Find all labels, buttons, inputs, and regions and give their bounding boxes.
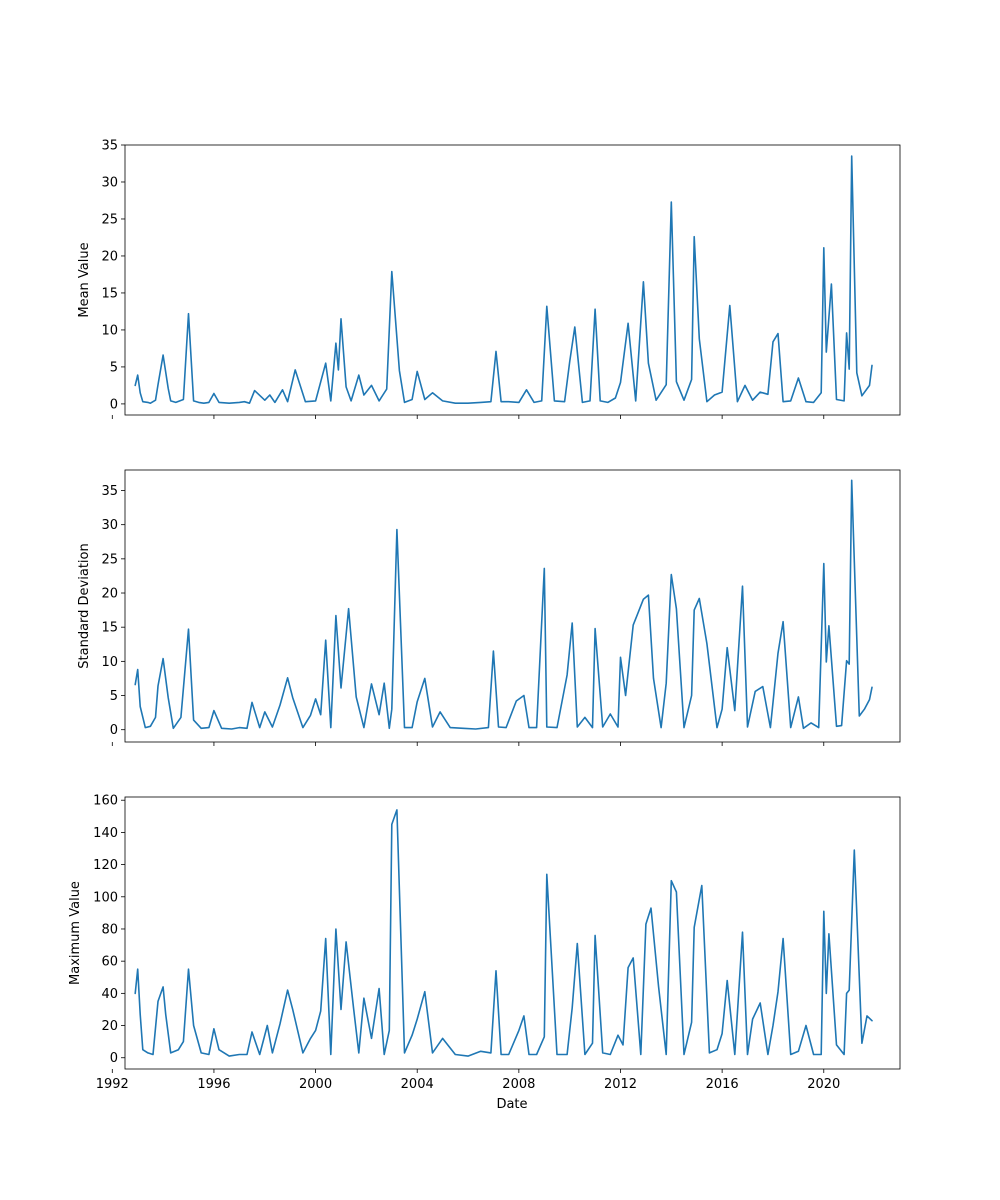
y-tick-label: 20 xyxy=(101,249,118,264)
y-tick-label: 60 xyxy=(101,955,118,970)
y-tick-label: 100 xyxy=(93,890,118,905)
y-axis-label: Maximum Value xyxy=(68,881,83,985)
x-tick-label: 2016 xyxy=(706,1077,739,1092)
x-tick-label: 2020 xyxy=(807,1077,840,1092)
x-tick-label: 2004 xyxy=(401,1077,434,1092)
axes-frame xyxy=(124,796,901,1070)
series-line xyxy=(134,155,873,405)
x-tick-label: 1996 xyxy=(197,1077,230,1092)
y-tick-label: 160 xyxy=(93,794,118,809)
y-axis-label: Mean Value xyxy=(77,242,92,317)
y-tick-label: 10 xyxy=(101,655,118,670)
y-tick-label: 0 xyxy=(110,1051,118,1066)
subplot-maximum-value: 0 20 40 60 80 100 120 140 160 1992 1996 2000 2004 20… xyxy=(68,794,901,1112)
subplot-standard-deviation: 0 5 10 15 20 25 30 35 Standard Deviation xyxy=(77,469,901,746)
y-tick-label: 35 xyxy=(101,139,118,154)
y-tick-label: 20 xyxy=(101,1019,118,1034)
y-tick-label: 120 xyxy=(93,858,118,873)
y-tick-label: 5 xyxy=(110,360,118,375)
series-line xyxy=(134,809,873,1057)
axes-frame xyxy=(124,469,901,743)
y-tick-label: 0 xyxy=(110,723,118,738)
subplot-mean-value: 0 5 10 15 20 25 30 35 Mean Value xyxy=(77,139,901,419)
y-tick-label: 30 xyxy=(101,518,118,533)
y-tick-label: 25 xyxy=(101,552,118,567)
axes-frame xyxy=(124,144,901,416)
x-tick-label: 1992 xyxy=(96,1077,129,1092)
y-tick-label: 10 xyxy=(101,323,118,338)
y-tick-label: 35 xyxy=(101,484,118,499)
y-tick-label: 140 xyxy=(93,826,118,841)
y-tick-label: 0 xyxy=(110,397,118,412)
y-tick-label: 20 xyxy=(101,587,118,602)
x-axis-label: Date xyxy=(496,1097,527,1112)
y-tick-label: 40 xyxy=(101,987,118,1002)
y-tick-label: 5 xyxy=(110,689,118,704)
y-tick-label: 80 xyxy=(101,922,118,937)
y-tick-label: 15 xyxy=(101,621,118,636)
y-tick-label: 15 xyxy=(101,286,118,301)
series-line xyxy=(134,479,873,730)
y-axis-label: Standard Deviation xyxy=(77,543,92,668)
y-tick-label: 25 xyxy=(101,212,118,227)
x-tick-label: 2000 xyxy=(299,1077,332,1092)
x-tick-label: 2012 xyxy=(604,1077,637,1092)
y-tick-label: 30 xyxy=(101,175,118,190)
x-tick-label: 2008 xyxy=(502,1077,535,1092)
